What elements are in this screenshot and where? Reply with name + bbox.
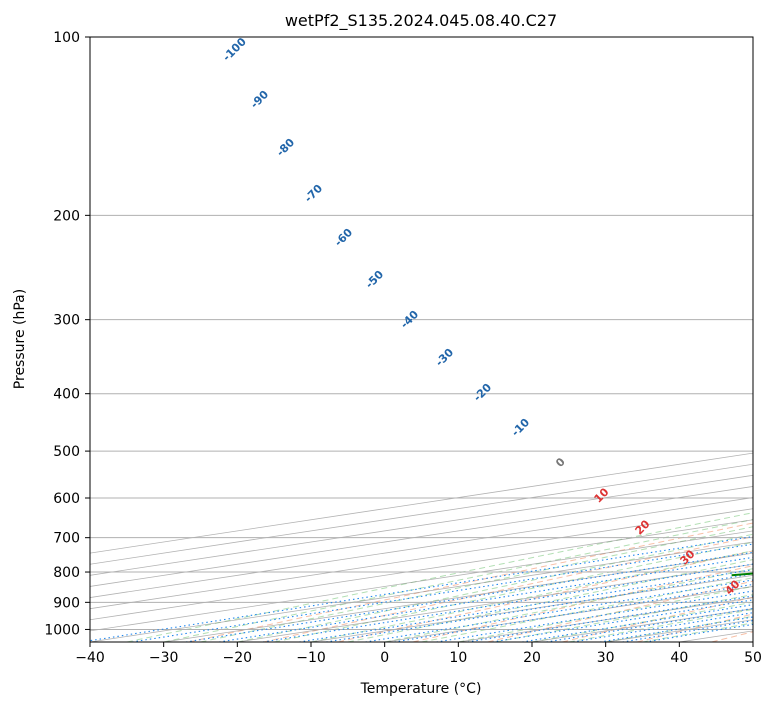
plot-frame	[89, 36, 754, 643]
mixing-ratio-lines	[90, 535, 753, 642]
isotherm-line	[90, 452, 753, 554]
x-tick-label: 30	[597, 650, 615, 666]
isotherm-line	[90, 530, 753, 632]
dry-adiabat-line	[338, 550, 753, 642]
mixing-ratio-line	[365, 579, 753, 642]
x-tick-label: 50	[744, 650, 762, 666]
moist-adiabat-line	[163, 519, 753, 642]
isotherm-line	[90, 474, 753, 576]
y-axis: 100 200 300 400 500 600 700 800 900 1000	[44, 30, 90, 638]
moist-adiabats	[126, 512, 753, 642]
mixing-ratio-line	[185, 551, 753, 642]
y-tick-label: 600	[53, 491, 80, 507]
dry-adiabat-line	[188, 522, 753, 642]
isotherm-line	[90, 463, 753, 565]
y-tick-label: 500	[53, 444, 80, 460]
dry-adiabat-line	[562, 596, 753, 642]
chart-title: wetPf2_S135.2024.045.08.40.C27	[285, 11, 557, 31]
x-tick-label: 0	[380, 650, 389, 666]
y-tick-label: 900	[53, 595, 80, 611]
x-tick-label: 10	[449, 650, 467, 666]
pressure-gridlines	[90, 37, 753, 630]
isotherm-line	[90, 497, 753, 598]
y-tick-label: 400	[53, 387, 80, 403]
moist-adiabat-line	[200, 526, 753, 642]
isotherm-line	[90, 486, 753, 587]
x-tick-label: −40	[75, 650, 105, 666]
y-tick-label: 100	[53, 30, 80, 46]
x-tick-label: −30	[149, 650, 179, 666]
y-tick-label: 700	[53, 531, 80, 547]
x-tick-label: 40	[670, 650, 688, 666]
y-tick-label: 1000	[44, 622, 80, 638]
x-tick-label: −20	[223, 650, 253, 666]
moist-adiabat-line	[347, 559, 753, 642]
x-axis: −40 −30 −20 −10 0 10 20 30 40 50	[75, 642, 762, 666]
moist-adiabat-line	[421, 577, 753, 642]
y-tick-label: 200	[53, 208, 80, 224]
y-tick-label: 800	[53, 565, 80, 581]
dry-adiabat-line	[412, 565, 753, 642]
x-tick-label: 20	[523, 650, 541, 666]
isotherms	[90, 452, 753, 642]
mixing-ratio-line	[262, 563, 753, 642]
moist-adiabat-line	[237, 533, 753, 642]
isotherm-line	[90, 519, 753, 621]
moist-adiabat-line	[495, 594, 753, 642]
moist-adiabat-line	[126, 512, 753, 642]
mixing-ratio-line	[326, 573, 753, 642]
y-tick-label: 300	[53, 313, 80, 329]
x-tick-label: −10	[296, 650, 326, 666]
y-axis-label: Pressure (hPa)	[12, 289, 28, 389]
isotherm-line	[90, 508, 753, 610]
x-axis-label: Temperature (°C)	[360, 681, 482, 697]
dry-adiabats	[188, 522, 753, 642]
mixing-ratio-line	[299, 569, 753, 642]
